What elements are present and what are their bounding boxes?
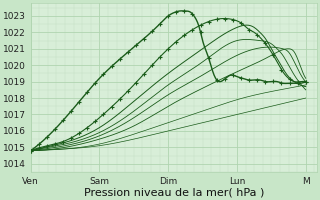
X-axis label: Pression niveau de la mer( hPa ): Pression niveau de la mer( hPa ) [84,187,264,197]
